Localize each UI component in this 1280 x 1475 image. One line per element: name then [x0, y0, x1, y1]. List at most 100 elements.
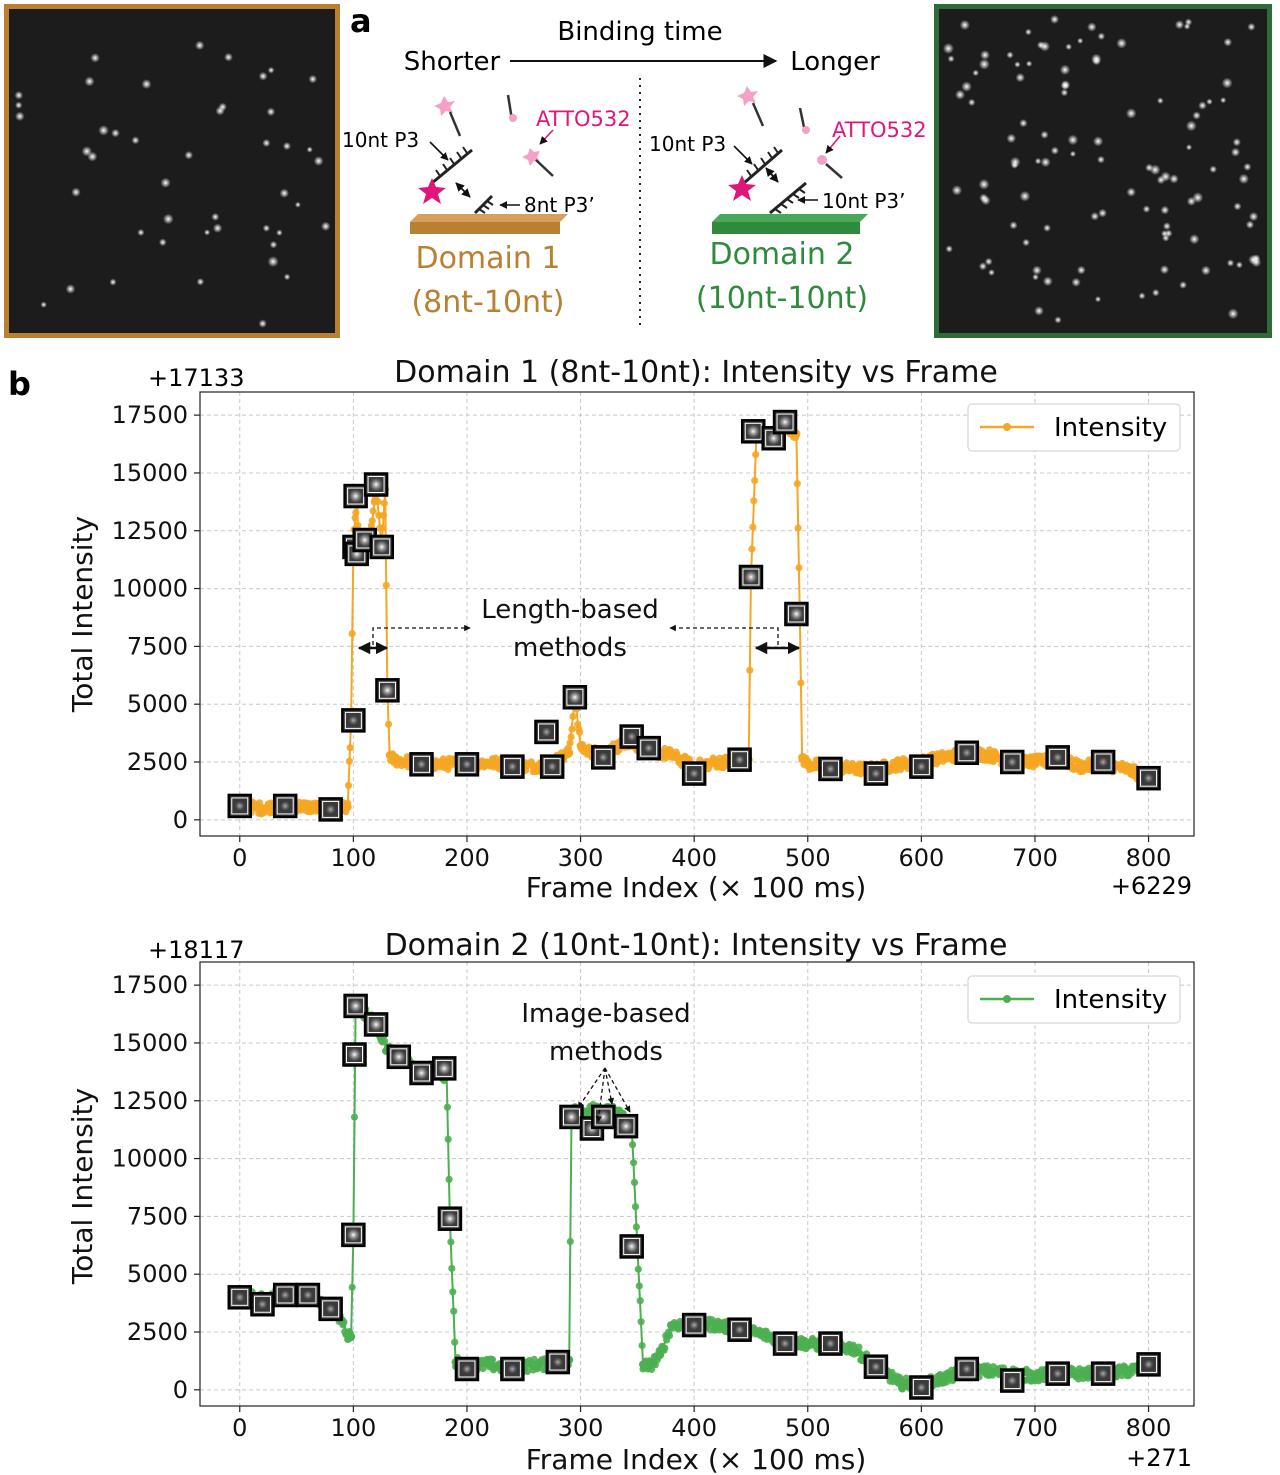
fluorescent-spot: [968, 98, 976, 107]
chart2-x-offset: +271: [1126, 1444, 1192, 1472]
data-point: [565, 748, 574, 757]
domain1-sub: (8nt-10nt): [411, 285, 564, 320]
fluorescent-spot: [1232, 138, 1242, 147]
fluorescent-spot: [313, 156, 324, 166]
x-tick-label: 200: [444, 1414, 490, 1442]
data-point: [1121, 764, 1130, 773]
frame-thumbnail: [500, 1356, 525, 1382]
panel-label-a: a: [350, 2, 372, 40]
fluorescent-spot: [1060, 88, 1069, 97]
y-tick-label: 5000: [127, 1260, 188, 1288]
fluorescent-spot: [1025, 28, 1032, 36]
fluorescent-spot: [158, 238, 167, 247]
right-strand-label: 10nt P3: [649, 132, 726, 156]
fluorescent-spots: [14, 40, 331, 328]
data-point: [303, 803, 312, 812]
frame-thumbnail: [784, 601, 809, 627]
frame-thumbnail: [954, 1356, 980, 1382]
data-point: [389, 755, 398, 764]
frame-thumbnail: [272, 1282, 298, 1308]
fluorescent-spot: [137, 228, 145, 237]
left-strand-label: 10nt P3: [342, 128, 419, 152]
annotation-pointer-right: [669, 624, 779, 645]
frame-thumbnail: [1090, 1361, 1116, 1386]
y-tick-label: 10000: [112, 1145, 188, 1173]
fluorescent-spot: [1235, 261, 1243, 269]
fluorescent-spot: [195, 40, 205, 51]
data-point: [803, 760, 812, 769]
fluorescent-spot: [1152, 288, 1160, 297]
x-tick-label: 600: [898, 1414, 944, 1442]
fluorescent-spot: [1065, 43, 1072, 51]
fluorescent-spot: [978, 58, 990, 70]
legend-marker: [1003, 995, 1011, 1003]
frame-thumbnail: [863, 1354, 889, 1379]
fluorescent-spot: [1069, 150, 1076, 157]
domain1-name: Domain 1: [415, 241, 560, 276]
fluorescent-spot: [14, 111, 25, 122]
fluorescent-spot: [306, 146, 313, 153]
fluorescent-spot: [160, 177, 171, 188]
frame-thumbnail: [431, 1056, 457, 1081]
fluorescent-spot: [1042, 276, 1053, 287]
fluorescent-spot: [218, 102, 227, 112]
fluorescent-spot: [204, 229, 211, 236]
fluorescent-spot: [1011, 161, 1019, 169]
right-anchor-label: 10nt P3’: [822, 189, 905, 213]
frame-thumbnail: [863, 761, 889, 786]
fluorescent-spot: [959, 19, 970, 31]
frame-thumbnail: [909, 754, 934, 779]
fluorescent-spot: [961, 81, 972, 92]
fluorescent-spot: [1076, 265, 1086, 275]
fluorescent-spot: [212, 223, 223, 233]
fluorescent-spot: [308, 74, 318, 84]
data-point: [712, 758, 721, 766]
data-point: [1121, 1367, 1130, 1376]
legend-marker: [1003, 423, 1011, 431]
frame-thumbnail: [343, 483, 368, 509]
fluorescent-spot: [1050, 146, 1059, 155]
data-point: [849, 764, 858, 773]
frame-thumbnail: [437, 1206, 463, 1231]
fluorescent-spot: [1220, 97, 1227, 104]
fluorescent-spot: [294, 201, 301, 208]
frame-thumbnail: [591, 1104, 616, 1130]
chart2-legend: Intensity: [967, 975, 1181, 1024]
fluorescent-spot: [1092, 56, 1101, 66]
data-point: [644, 1362, 653, 1371]
fluorescent-spot: [947, 55, 955, 63]
x-tick-label: 700: [1012, 1414, 1058, 1442]
frame-thumbnail: [1045, 745, 1070, 770]
data-point: [940, 1374, 949, 1383]
chart2-x-axis-label: Frame Index (× 100 ms): [526, 1443, 867, 1475]
fluorescent-spot: [1226, 259, 1235, 267]
chart1-plot-area: 0 100 200 300 400 500 600 700 800 0 2500 5000 7500 10…: [112, 391, 1195, 872]
fluorescent-spot: [279, 188, 289, 198]
annotation-pointers: [577, 1067, 631, 1123]
fluorescent-spot: [1022, 238, 1030, 247]
fluorescent-spot: [1192, 192, 1204, 204]
fluorescent-spot: [267, 256, 279, 268]
fluorescent-spot: [955, 89, 966, 100]
shorter-label: Shorter: [404, 47, 501, 77]
frame-thumbnail: [534, 719, 559, 745]
fluorescent-spot: [942, 43, 954, 54]
x-tick-label: 100: [330, 844, 376, 872]
y-tick-label: 0: [173, 1376, 188, 1404]
data-point: [940, 753, 949, 762]
frame-thumbnail: [999, 1368, 1025, 1393]
frame-thumbnail: [454, 752, 480, 777]
fluorescent-spot: [1179, 281, 1187, 289]
fluorescent-spot: [131, 136, 140, 145]
fluorescent-spot: [1230, 147, 1241, 157]
fluorescent-spot: [1094, 296, 1102, 303]
frame-thumbnail: [369, 534, 395, 560]
data-point: [758, 1330, 767, 1339]
fluorescent-spot: [1032, 265, 1042, 276]
frame-thumbnail: [318, 1296, 343, 1322]
fluorescent-spot: [1169, 174, 1179, 184]
fluorescent-spot: [269, 240, 278, 249]
frame-thumbnail: [227, 793, 253, 819]
fluorescent-spot: [1233, 202, 1242, 211]
frame-thumbnail: [363, 472, 389, 497]
